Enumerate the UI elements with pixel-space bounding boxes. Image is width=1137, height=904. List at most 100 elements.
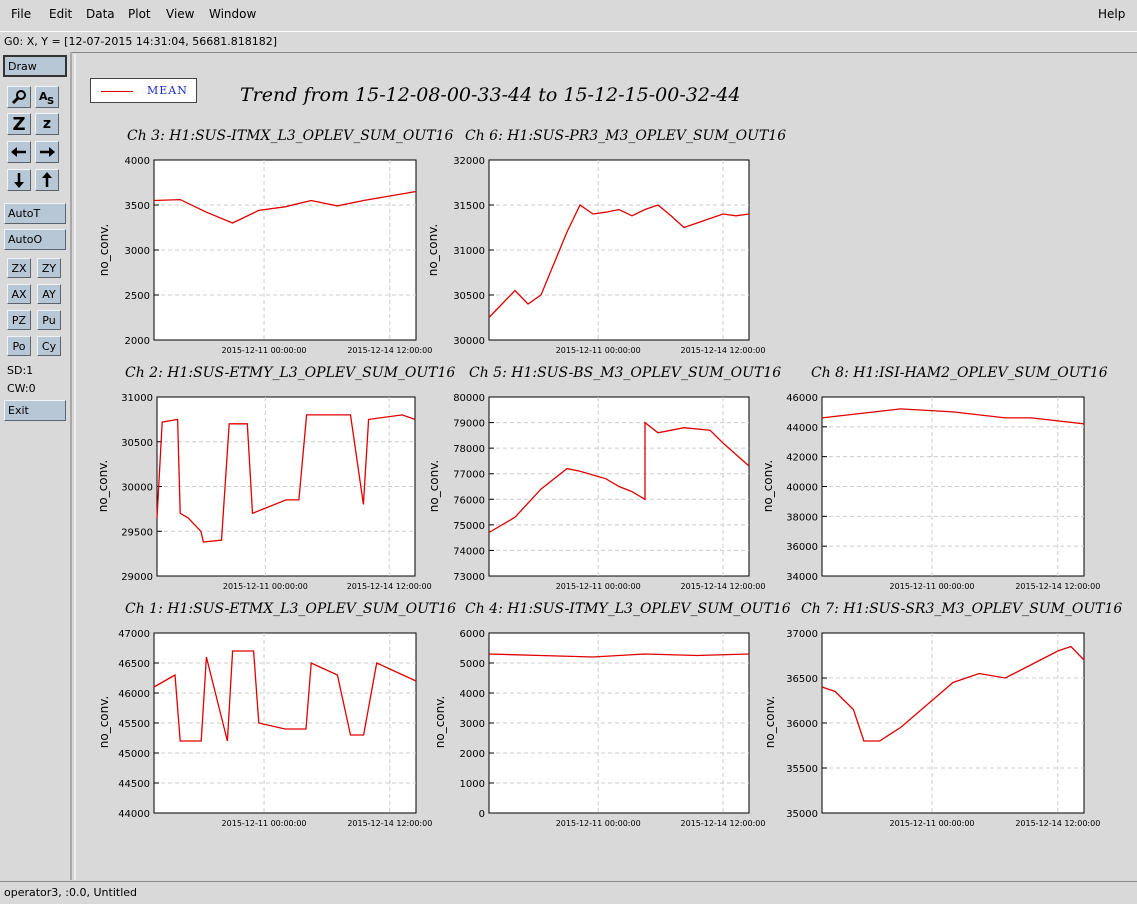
y-tick-label: 30000 (453, 336, 485, 347)
y-axis-label: no_conv. (97, 460, 110, 512)
menu-plot[interactable]: Plot (128, 7, 151, 21)
y-tick-label: 2000 (125, 336, 150, 347)
arrow-up-icon[interactable] (35, 169, 59, 191)
zx-button[interactable]: ZX (7, 258, 31, 278)
draw-button[interactable]: Draw (3, 55, 67, 77)
menu-file[interactable]: File (11, 7, 32, 21)
y-tick-label: 1000 (460, 779, 485, 790)
y-tick-label: 79000 (453, 419, 485, 430)
x-tick-label: 2015-12-14 12:00:00 (1015, 819, 1100, 828)
exit-button[interactable]: Exit (4, 400, 66, 421)
y-tick-label: 30000 (121, 483, 153, 494)
y-tick-label: 73000 (453, 572, 485, 583)
y-tick-label: 31500 (453, 201, 485, 212)
y-tick-label: 3000 (125, 246, 150, 257)
chart-title-ch1: Ch 1: H1:SUS-ETMX_L3_OPLEV_SUM_OUT16 (125, 601, 457, 617)
ay-button[interactable]: AY (37, 284, 61, 304)
plot-frame (821, 396, 1085, 577)
menu-data[interactable]: Data (86, 7, 115, 21)
cy-button[interactable]: Cy (37, 336, 61, 356)
legend-label: MEAN (147, 84, 188, 97)
y-tick-label: 3000 (460, 719, 485, 730)
y-axis-label: no_conv. (762, 460, 775, 512)
y-tick-label: 32000 (453, 156, 485, 167)
x-tick-label: 2015-12-14 12:00:00 (1015, 582, 1100, 591)
arrow-down-icon[interactable] (7, 169, 31, 191)
menu-help[interactable]: Help (1098, 7, 1126, 21)
chart-title-ch3: Ch 3: H1:SUS-ITMX_L3_OPLEV_SUM_OUT16 (127, 128, 454, 144)
cw-label: CW:0 (7, 382, 36, 395)
series-line-mean (153, 190, 417, 224)
plot-frame (153, 632, 417, 814)
arrow-right-icon[interactable] (35, 141, 59, 163)
plot-frame (821, 632, 1085, 814)
x-tick-label: 2015-12-11 00:00:00 (222, 346, 307, 355)
x-tick-label: 2015-12-14 12:00:00 (681, 346, 766, 355)
pu-button[interactable]: Pu (37, 310, 61, 330)
y-tick-label: 77000 (453, 470, 485, 481)
arrow-left-icon[interactable] (7, 141, 31, 163)
chart-ch5[interactable]: 80000 79000 78000 77000 76000 75000 74000 73000… (429, 387, 779, 606)
main-title: Trend from 15-12-08-00-33-44 to 15-12-15… (240, 84, 741, 106)
x-tick-label: 2015-12-14 12:00:00 (347, 346, 432, 355)
y-tick-label: 74000 (453, 546, 485, 557)
po-button[interactable]: Po (7, 336, 31, 356)
zy-button[interactable]: ZY (37, 258, 61, 278)
x-tick-label: 2015-12-11 00:00:00 (222, 819, 307, 828)
y-tick-label: 47000 (118, 629, 150, 640)
series-line-mean (156, 414, 416, 543)
y-tick-label: 30500 (453, 291, 485, 302)
y-axis-label: no_conv. (97, 696, 111, 748)
zoom-out-button[interactable]: z (35, 113, 59, 135)
y-tick-label: 45000 (118, 749, 150, 760)
status-bar: operator3, :0.0, Untitled (0, 881, 1137, 904)
y-tick-label: 4000 (125, 156, 150, 167)
x-tick-label: 2015-12-11 00:00:00 (223, 582, 308, 591)
y-tick-label: 40000 (786, 483, 818, 494)
y-tick-label: 29000 (121, 572, 153, 583)
chart-ch2[interactable]: 31000 30500 30000 29500 29000 2015-12-11 00:0… (97, 387, 445, 606)
series-line-mean (488, 653, 750, 658)
pz-button[interactable]: PZ (7, 310, 31, 330)
chart-ch7[interactable]: 37000 36500 36000 35500 35000 2015-12-11 00:0… (762, 623, 1114, 843)
magnifier-icon[interactable] (7, 86, 31, 108)
autot-button[interactable]: AutoT (4, 203, 66, 224)
chart-title-ch6: Ch 6: H1:SUS-PR3_M3_OPLEV_SUM_OUT16 (465, 128, 787, 144)
autoo-button[interactable]: AutoO (4, 229, 66, 250)
zoom-in-button[interactable]: Z (7, 113, 31, 135)
y-tick-label: 6000 (460, 629, 485, 640)
chart-ch8[interactable]: 46000 44000 42000 40000 38000 36000 34000 2015-… (762, 387, 1114, 606)
coordinate-readout: G0: X, Y = [12-07-2015 14:31:04, 56681.8… (4, 35, 278, 48)
menu-view[interactable]: View (166, 7, 195, 21)
y-tick-label: 31000 (121, 393, 153, 404)
series-line-mean (153, 650, 417, 742)
series-line-mean (488, 204, 750, 318)
legend: MEAN (90, 78, 197, 103)
chart-ch6[interactable]: 32000 31500 31000 30500 30000 2015-12-11 00:0… (429, 150, 779, 370)
y-tick-label: 0 (479, 809, 485, 820)
chart-title-ch5: Ch 5: H1:SUS-BS_M3_OPLEV_SUM_OUT16 (469, 365, 782, 381)
menu-edit[interactable]: Edit (49, 7, 73, 21)
chart-title-ch2: Ch 2: H1:SUS-ETMY_L3_OPLEV_SUM_OUT16 (125, 365, 456, 381)
ax-button[interactable]: AX (7, 284, 31, 304)
menu-window[interactable]: Window (209, 7, 257, 21)
y-tick-label: 34000 (786, 572, 818, 583)
chart-ch3[interactable]: 4000 3500 3000 2500 2000 2015-12-11 00:00:00 2… (94, 150, 446, 370)
svg-text:A: A (39, 90, 48, 103)
chart-ch4[interactable]: 6000 5000 4000 3000 2000 1000 0 2015-12-11 00:0… (429, 623, 779, 843)
coordinate-readout-bar: G0: X, Y = [12-07-2015 14:31:04, 56681.8… (0, 31, 1137, 53)
y-tick-label: 44000 (118, 809, 150, 820)
chart-ch1[interactable]: 47000 46500 46000 45500 45000 44500 44000 2015-… (94, 623, 446, 843)
y-tick-label: 35000 (786, 809, 818, 820)
y-tick-label: 76000 (453, 495, 485, 506)
x-tick-label: 2015-12-11 00:00:00 (556, 582, 641, 591)
x-tick-label: 2015-12-11 00:00:00 (556, 819, 641, 828)
x-tick-label: 2015-12-11 00:00:00 (890, 819, 975, 828)
y-axis-label: no_conv. (763, 696, 777, 748)
y-axis-label: no_conv. (429, 460, 441, 512)
y-axis-label: no_conv. (97, 224, 111, 276)
y-tick-label: 37000 (786, 629, 818, 640)
y-tick-label: 2500 (125, 291, 150, 302)
